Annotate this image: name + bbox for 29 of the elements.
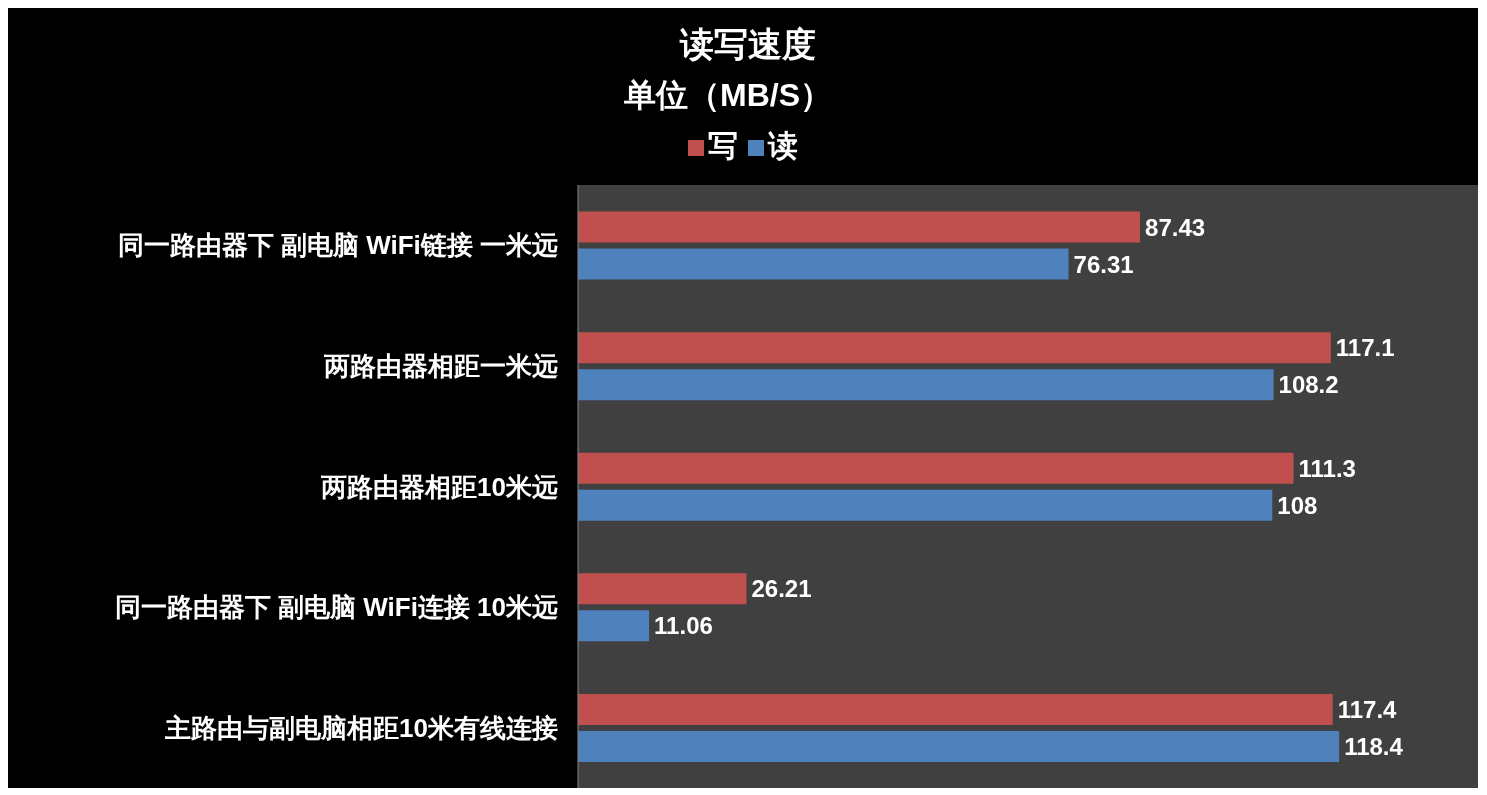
bar [578,369,1274,401]
data-label: 26.21 [751,575,812,603]
bar [578,452,1294,484]
data-label: 108.2 [1278,371,1339,399]
legend-label: 写 [708,129,738,162]
chart-title: 读写速度 [678,24,817,65]
data-label: 11.06 [654,612,713,640]
y-tick-label: 两路由器相距一米远 [323,350,558,381]
data-label: 87.43 [1145,213,1206,241]
data-label: 117.1 [1335,334,1395,362]
data-label: 118.4 [1344,732,1404,760]
bar [578,730,1340,762]
bar [578,573,747,605]
bar [578,610,650,642]
bar [578,211,1141,243]
bar [578,489,1273,521]
legend-label: 读 [768,129,798,162]
y-tick-label: 两路由器相距10米远 [320,471,558,502]
bar [578,693,1333,725]
data-label: 117.4 [1337,695,1398,723]
y-tick-label: 同一路由器下 副电脑 WiFi连接 10米远 [114,592,558,623]
data-label: 111.3 [1298,454,1356,482]
bar [578,332,1331,364]
data-label: 76.31 [1073,250,1134,278]
data-label: 108 [1277,491,1318,519]
y-tick-label: 主路由与副电脑相距10米有线连接 [164,712,558,743]
y-tick-label: 同一路由器下 副电脑 WiFi链接 一米远 [117,230,558,261]
chart-subtitle: 单位（MB/S） [623,76,833,115]
bar [578,248,1069,280]
